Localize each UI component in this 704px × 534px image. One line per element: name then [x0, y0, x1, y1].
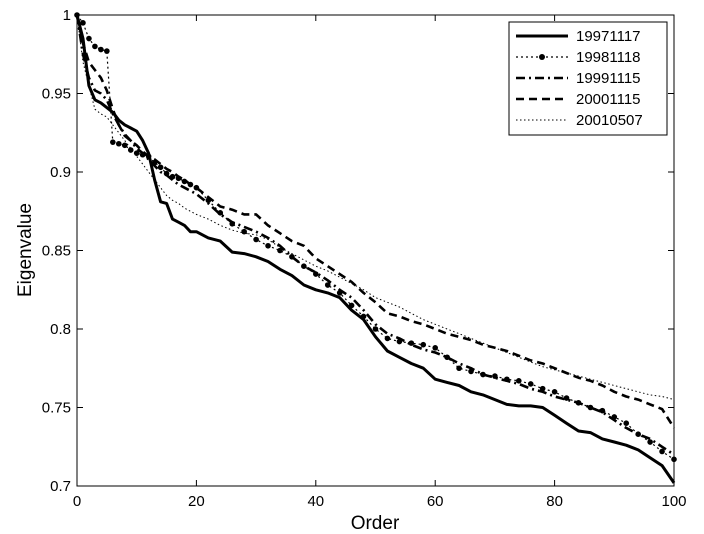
data-point-19981118 — [456, 365, 462, 372]
data-point-19981118 — [515, 378, 522, 384]
data-point-19981118 — [127, 147, 134, 153]
y-tick-label: 0.85 — [42, 243, 71, 260]
data-point-19981118 — [432, 345, 439, 351]
y-tick-label: 0.7 — [50, 478, 71, 495]
data-point-19981118 — [253, 236, 259, 243]
data-point-19981118 — [551, 389, 558, 395]
y-tick-label: 0.9 — [50, 164, 71, 181]
x-tick-label: 60 — [427, 493, 444, 510]
tick-label-layer: 0 20 40 60 80 100 0.7 0.75 0.8 0.85 0.9 0.95 1 — [42, 7, 687, 510]
data-point-19981118 — [181, 178, 188, 185]
data-point-19981118 — [563, 395, 570, 401]
data-point-19981118 — [444, 354, 450, 361]
data-point-19981118 — [98, 46, 104, 53]
data-point-19981118 — [324, 282, 331, 288]
legend-label-20010507: 20010507 — [576, 112, 643, 129]
data-point-19981118 — [277, 247, 283, 254]
data-point-19981118 — [92, 43, 98, 50]
data-point-19981118 — [372, 326, 379, 332]
data-point-19981118 — [360, 313, 367, 320]
data-point-19981118 — [110, 139, 116, 145]
data-point-19981118 — [671, 456, 677, 463]
y-axis-label: Eigenvalue — [15, 203, 36, 297]
data-point-19981118 — [539, 385, 546, 392]
data-point-19981118 — [348, 302, 355, 309]
tick-layer — [76, 14, 675, 487]
y-tick-label: 1 — [63, 7, 71, 24]
legend-label-19981118: 19981118 — [576, 49, 641, 66]
data-point-19981118 — [86, 35, 92, 42]
data-point-19981118 — [527, 381, 534, 387]
legend: 19971117 19981118 19991115 20001115 20010507 — [508, 21, 668, 136]
data-point-19981118 — [408, 340, 415, 346]
data-point-19981118 — [599, 407, 606, 414]
data-point-19981118 — [623, 420, 630, 427]
x-tick-label: 0 — [73, 493, 81, 510]
x-axis-label: Order — [351, 513, 400, 534]
y-tick-label: 0.75 — [42, 400, 71, 417]
data-point-19981118 — [157, 164, 164, 171]
series-line-20010507 — [76, 14, 675, 401]
x-tick-label: 80 — [546, 493, 563, 510]
series-layer — [74, 12, 677, 484]
x-tick-label: 40 — [307, 493, 324, 510]
series-20010507 — [76, 14, 675, 401]
x-tick-label: 100 — [661, 493, 686, 510]
data-point-19981118 — [384, 335, 391, 342]
series-20001115 — [75, 14, 676, 429]
legend-label-20001115: 20001115 — [576, 91, 641, 108]
data-point-19981118 — [265, 242, 271, 249]
y-tick-label: 0.8 — [50, 321, 71, 338]
legend-marker-19981118 — [539, 54, 545, 60]
data-point-19981118 — [420, 341, 427, 348]
series-line-20001115 — [75, 14, 676, 429]
data-point-19981118 — [104, 48, 110, 54]
series-line-19971117 — [75, 14, 676, 484]
y-tick-label: 0.95 — [42, 86, 71, 103]
data-point-19981118 — [647, 439, 653, 445]
legend-label-19991115: 19991115 — [576, 70, 641, 87]
data-point-19981118 — [80, 20, 86, 26]
legend-label-19971117: 19971117 — [576, 28, 641, 45]
data-point-19981118 — [121, 142, 128, 149]
x-tick-label: 20 — [188, 493, 205, 510]
data-point-19981118 — [115, 140, 122, 147]
data-point-19981118 — [659, 448, 665, 455]
series-19971117 — [75, 14, 676, 484]
